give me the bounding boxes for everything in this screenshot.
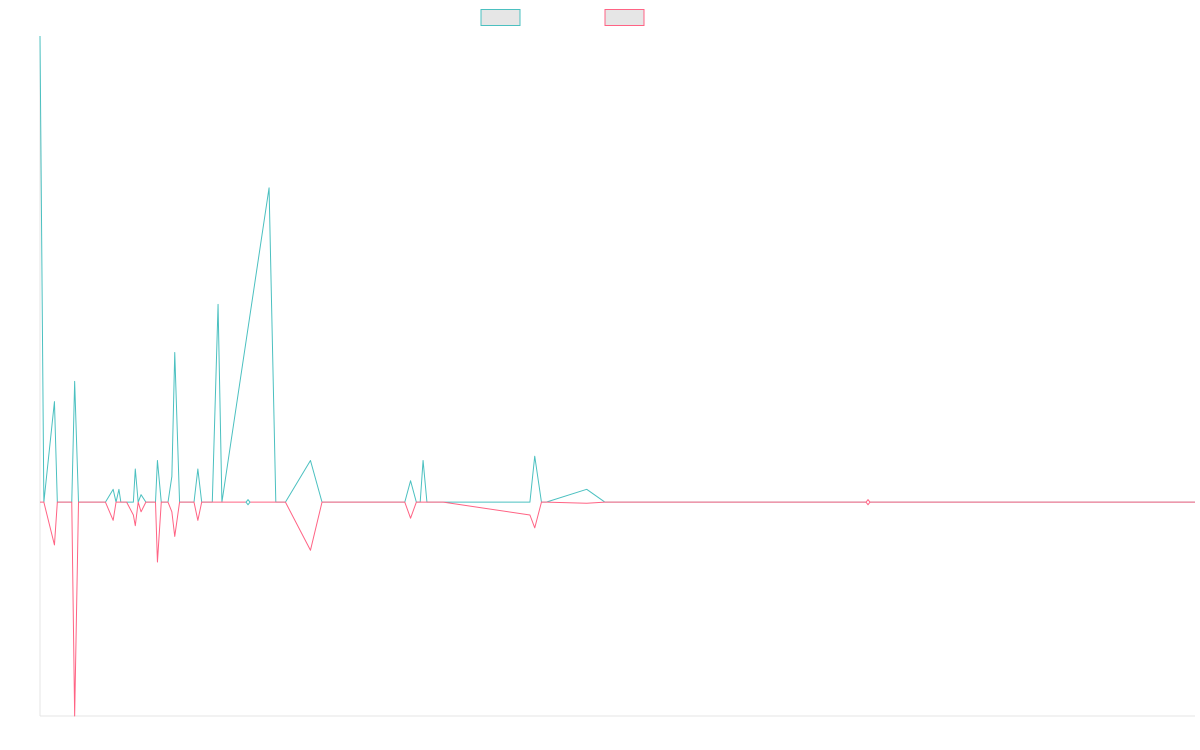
series-line-2 xyxy=(40,501,1195,717)
baseline-marker xyxy=(865,498,871,506)
legend-swatch-series-1[interactable] xyxy=(480,9,521,26)
legend-swatch-series-2[interactable] xyxy=(604,9,645,26)
axes xyxy=(39,36,1195,717)
series-line-1 xyxy=(39,35,1195,503)
legend[interactable] xyxy=(480,9,645,26)
baseline-marker xyxy=(245,498,251,506)
series-layer xyxy=(39,35,1195,717)
